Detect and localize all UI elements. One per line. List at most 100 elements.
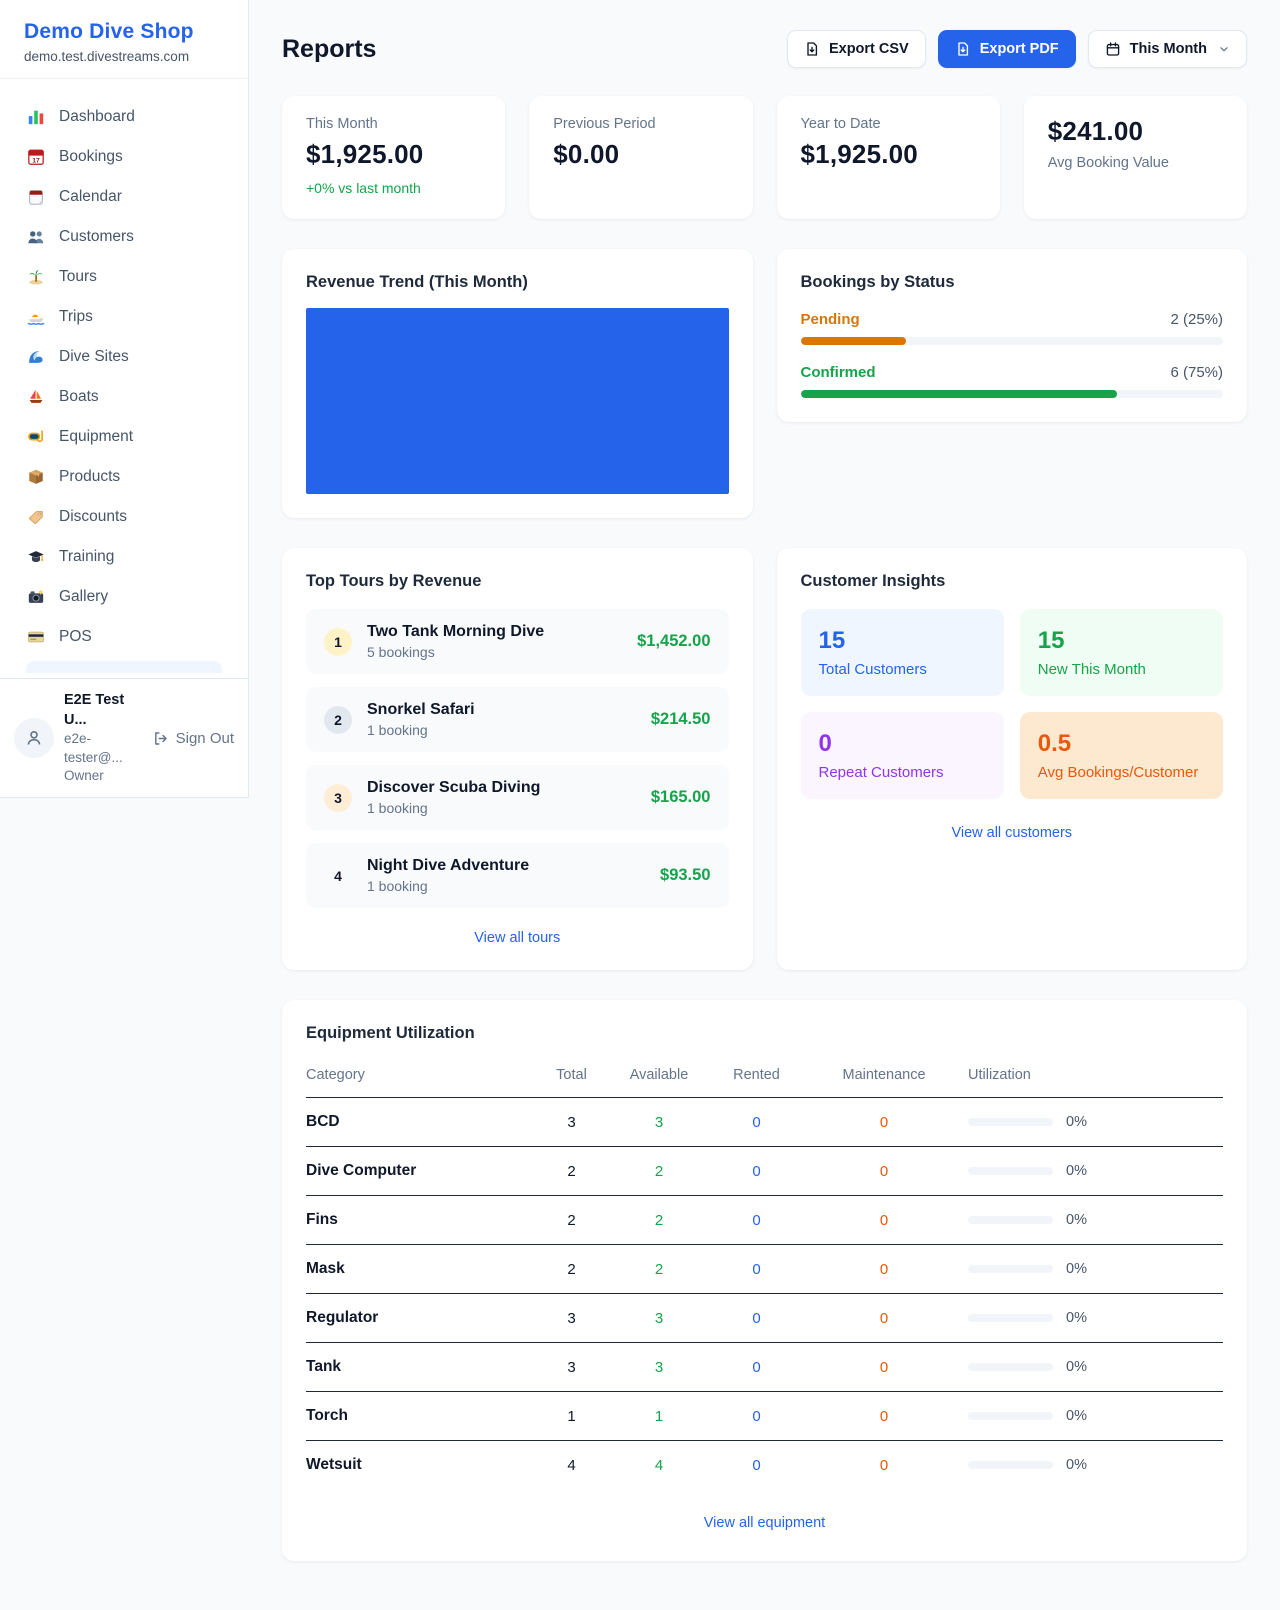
sidebar-item-trips[interactable]: Trips — [14, 297, 234, 337]
status-progress-fill — [800, 337, 907, 345]
utilization-percent: 0% — [1066, 1163, 1087, 1179]
tour-row[interactable]: 1 Two Tank Morning Dive 5 bookings $1,45… — [306, 609, 729, 674]
col-total: Total — [524, 1059, 619, 1098]
camera-flash-icon — [26, 587, 46, 607]
file-download-icon — [804, 41, 820, 57]
equipment-available: 3 — [619, 1342, 699, 1392]
utilization-track — [968, 1412, 1053, 1420]
sidebar-item-label: Training — [59, 548, 115, 565]
tour-bookings: 5 bookings — [367, 644, 435, 660]
sidebar-item-tours[interactable]: Tours — [14, 257, 234, 297]
tour-row[interactable]: 2 Snorkel Safari 1 booking $214.50 — [306, 687, 729, 752]
utilization-track — [968, 1216, 1053, 1224]
insight-value: 15 — [818, 627, 846, 654]
view-all-tours-link[interactable]: View all tours — [474, 930, 561, 946]
sidebar-item-partial[interactable] — [26, 661, 222, 673]
equipment-row: Dive Computer 2 2 0 0 0% — [306, 1146, 1223, 1196]
sidebar-item-calendar[interactable]: Calendar — [14, 177, 234, 217]
bookings-by-status-title: Bookings by Status — [800, 273, 955, 291]
tour-bookings: 1 booking — [367, 878, 428, 894]
stat-value: $0.00 — [553, 139, 620, 169]
view-all-equipment-link[interactable]: View all equipment — [703, 1515, 826, 1531]
header-actions: Export CSV Export PDF This Month — [786, 30, 1247, 68]
equipment-maintenance: 0 — [814, 1391, 954, 1441]
utilization-percent: 0% — [1066, 1261, 1087, 1277]
tour-revenue: $214.50 — [650, 710, 711, 728]
insight-tile-repeat-customers: 0 Repeat Customers — [800, 712, 1004, 799]
utilization-percent: 0% — [1066, 1114, 1087, 1130]
stat-label: Avg Booking Value — [1047, 155, 1169, 171]
sign-out-button[interactable]: Sign Out — [152, 730, 234, 747]
utilization-track — [968, 1265, 1053, 1273]
col-available: Available — [619, 1059, 699, 1098]
sidebar-item-products[interactable]: Products — [14, 457, 234, 497]
insight-value: 0.5 — [1037, 730, 1072, 757]
stat-delta: +0% vs last month — [306, 180, 421, 196]
sidebar-item-label: Dive Sites — [59, 348, 129, 365]
speedboat-icon — [26, 307, 46, 327]
equipment-available: 3 — [619, 1097, 699, 1147]
tour-row[interactable]: 3 Discover Scuba Diving 1 booking $165.0… — [306, 765, 729, 830]
equipment-row: Mask 2 2 0 0 0% — [306, 1244, 1223, 1294]
tour-revenue: $1,452.00 — [637, 632, 711, 650]
equipment-total: 3 — [524, 1293, 619, 1343]
sidebar-item-label: POS — [59, 628, 92, 645]
revenue-trend-title: Revenue Trend (This Month) — [306, 273, 528, 291]
sidebar-item-bookings[interactable]: 17 Bookings — [14, 137, 234, 177]
label-tag-icon — [26, 507, 46, 527]
export-csv-button[interactable]: Export CSV — [786, 30, 926, 68]
equipment-category: Dive Computer — [306, 1146, 524, 1196]
col-category: Category — [306, 1059, 524, 1098]
bookings-by-status-card: Bookings by Status Pending 2 (25%) Confi… — [776, 249, 1247, 422]
sidebar-item-training[interactable]: Training — [14, 537, 234, 577]
svg-text:17: 17 — [32, 157, 40, 164]
sidebar: Demo Dive Shop demo.test.divestreams.com… — [0, 0, 249, 798]
sidebar-item-label: Dashboard — [59, 108, 135, 125]
customer-insights-card: Customer Insights 15 Total Customers 15 … — [776, 548, 1247, 970]
stat-value: $241.00 — [1047, 116, 1144, 146]
status-count: 2 (25%) — [1170, 311, 1223, 328]
credit-card-icon — [26, 627, 46, 647]
utilization-percent: 0% — [1066, 1310, 1087, 1326]
sidebar-item-dive-sites[interactable]: Dive Sites — [14, 337, 234, 377]
utilization-track — [968, 1363, 1053, 1371]
utilization-percent: 0% — [1066, 1359, 1087, 1375]
people-icon — [26, 227, 46, 247]
status-row-pending: Pending 2 (25%) — [800, 311, 1223, 345]
sidebar-item-dashboard[interactable]: Dashboard — [14, 97, 234, 137]
view-all-customers-link[interactable]: View all customers — [951, 825, 1073, 841]
package-icon — [26, 467, 46, 487]
rank-badge: 2 — [324, 705, 352, 734]
utilization-percent: 0% — [1066, 1457, 1087, 1473]
sidebar-item-customers[interactable]: Customers — [14, 217, 234, 257]
insight-label: Total Customers — [818, 661, 927, 678]
sidebar-item-label: Bookings — [59, 148, 123, 165]
insight-value: 15 — [1037, 627, 1065, 654]
sidebar-item-label: Tours — [59, 268, 97, 285]
tour-row[interactable]: 4 Night Dive Adventure 1 booking $93.50 — [306, 843, 729, 908]
insight-label: Repeat Customers — [818, 764, 944, 781]
rank-badge: 3 — [324, 783, 352, 812]
insight-tiles: 15 Total Customers 15 New This Month 0 R… — [800, 609, 1223, 799]
period-label: This Month — [1129, 41, 1207, 57]
sidebar-item-label: Gallery — [59, 588, 109, 605]
sidebar-item-discounts[interactable]: Discounts — [14, 497, 234, 537]
sidebar-item-pos[interactable]: POS — [14, 617, 234, 657]
sidebar-item-boats[interactable]: Boats — [14, 377, 234, 417]
equipment-total: 1 — [524, 1391, 619, 1441]
col-maintenance: Maintenance — [814, 1059, 954, 1098]
sidebar-item-equipment[interactable]: Equipment — [14, 417, 234, 457]
insight-value: 0 — [818, 730, 832, 757]
insight-tile-total-customers: 15 Total Customers — [800, 609, 1004, 696]
export-pdf-button[interactable]: Export PDF — [937, 30, 1076, 68]
sidebar-item-gallery[interactable]: Gallery — [14, 577, 234, 617]
equipment-utilization-card: Equipment Utilization Category Total Ava… — [282, 1000, 1247, 1561]
stat-label: Previous Period — [553, 116, 656, 132]
utilization-percent: 0% — [1066, 1408, 1087, 1424]
page-header: Reports Export CSV Export PDF This Month — [282, 30, 1247, 68]
tour-revenue: $165.00 — [650, 788, 711, 806]
period-dropdown[interactable]: This Month — [1087, 30, 1247, 68]
top-tours-card: Top Tours by Revenue 1 Two Tank Morning … — [282, 548, 753, 970]
tour-name: Night Dive Adventure — [367, 857, 530, 874]
equipment-utilization-title: Equipment Utilization — [306, 1024, 475, 1042]
